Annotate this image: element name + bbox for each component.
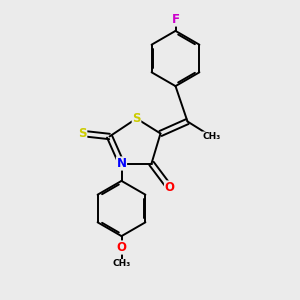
Text: O: O [116,241,127,254]
Text: S: S [78,127,87,140]
Text: O: O [164,181,175,194]
Text: S: S [132,112,141,125]
Text: N: N [116,157,127,170]
Text: F: F [172,13,179,26]
Text: CH₃: CH₃ [202,132,220,141]
Text: CH₃: CH₃ [112,260,130,268]
